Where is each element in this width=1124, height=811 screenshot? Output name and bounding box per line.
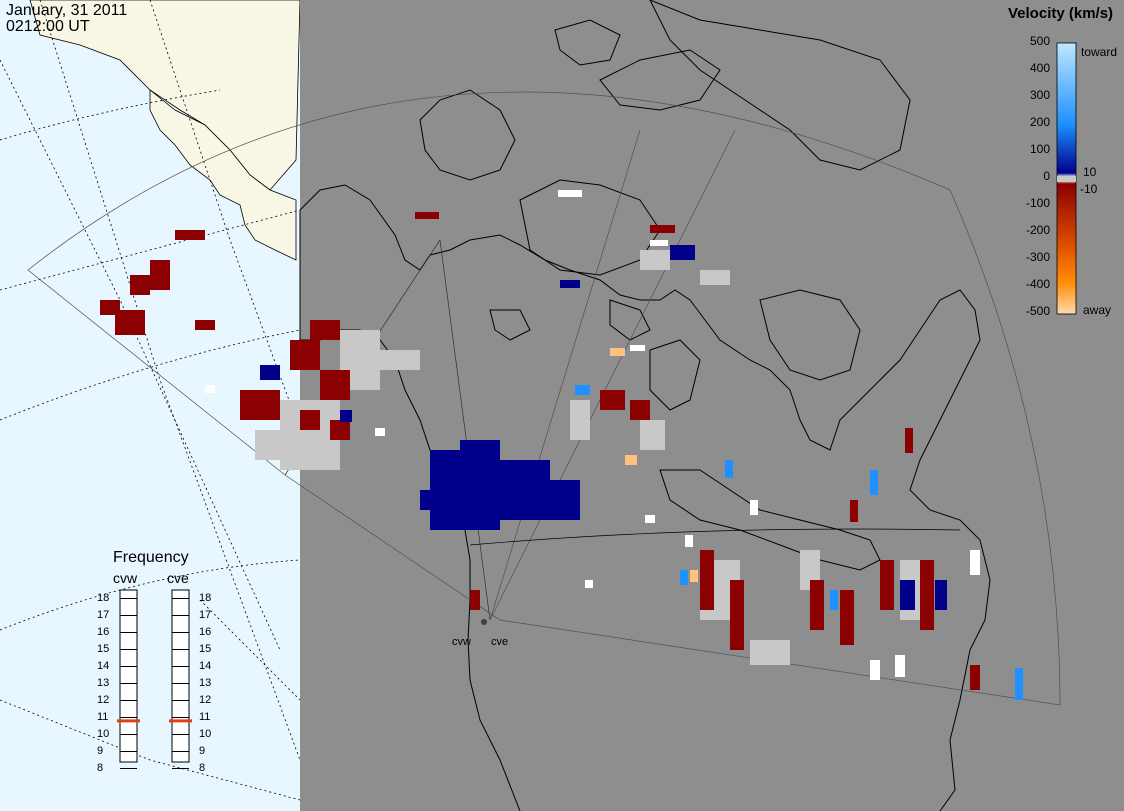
inner-tick-minus-10: -10	[1080, 182, 1098, 196]
frequency-tick-left: 18	[97, 591, 110, 604]
velocity-tick: -300	[1025, 250, 1050, 264]
velocity-zero-band	[1057, 176, 1076, 182]
velocity-tick: -200	[1025, 223, 1050, 237]
velocity-tick: -400	[1025, 277, 1050, 291]
frequency-tick-right: 8	[199, 761, 206, 774]
frequency-tick-right: 18	[199, 591, 212, 604]
velocity-tick: 400	[1029, 61, 1050, 75]
frequency-tick-right: 14	[199, 659, 212, 672]
frequency-tick-left: 12	[97, 693, 110, 706]
scatter-toward-mid	[575, 385, 1023, 700]
radar-site-marker	[481, 619, 487, 625]
frequency-tick-left: 13	[97, 676, 110, 689]
frequency-radar-cvw-label: cvw	[113, 570, 138, 586]
toward-label: toward	[1081, 45, 1118, 59]
alaska-land-daylit	[29, 0, 301, 191]
frequency-tick-right: 16	[199, 625, 212, 638]
scatter-away-light	[610, 348, 698, 582]
velocity-tick: -500	[1025, 304, 1050, 318]
frequency-tick-right: 12	[199, 693, 212, 706]
site-label-cve: cve	[491, 636, 509, 648]
frequency-radar-cve-label: cve	[167, 570, 189, 586]
frequency-tick-left: 17	[97, 608, 110, 621]
frequency-tick-left: 11	[97, 710, 109, 723]
frequency-tick-left: 9	[97, 744, 104, 757]
velocity-tick: 500	[1029, 34, 1050, 48]
frequency-tick-right: 11	[199, 710, 211, 723]
scatter-toward-dark	[260, 245, 947, 610]
velocity-tick: 100	[1029, 142, 1050, 156]
frequency-tick-right: 10	[199, 727, 212, 740]
scatter-zero	[205, 190, 980, 680]
away-label: away	[1083, 303, 1112, 317]
scatter-away	[100, 212, 980, 690]
frequency-tick-right: 15	[199, 642, 212, 655]
frequency-tick-left: 14	[97, 659, 110, 672]
velocity-tick: 200	[1029, 115, 1050, 129]
frequency-tick-right: 13	[199, 676, 212, 689]
frequency-tick-right: 9	[199, 744, 206, 757]
time-label: 0212:00 UT	[6, 18, 90, 35]
site-label-cvw: cvw	[452, 636, 471, 648]
velocity-tick: 300	[1029, 88, 1050, 102]
velocity-legend-title: Velocity (km/s)	[1008, 5, 1114, 22]
frequency-title: Frequency	[113, 549, 189, 566]
frequency-tick-right: 17	[199, 608, 212, 621]
frequency-tick-left: 16	[97, 625, 110, 638]
velocity-tick: 0	[1043, 169, 1050, 183]
graticule	[0, 0, 301, 801]
date-label: January, 31 2011	[6, 2, 128, 19]
frequency-tick-left: 15	[97, 642, 110, 655]
frequency-tick-left: 8	[97, 761, 104, 774]
frequency-tick-left: 10	[97, 727, 110, 740]
velocity-tick: -100	[1025, 196, 1050, 210]
frequency-ladder-ticks	[120, 598, 189, 769]
inner-tick-10: 10	[1083, 165, 1097, 179]
scatter-ground	[255, 250, 930, 665]
night-region	[300, 0, 1124, 811]
